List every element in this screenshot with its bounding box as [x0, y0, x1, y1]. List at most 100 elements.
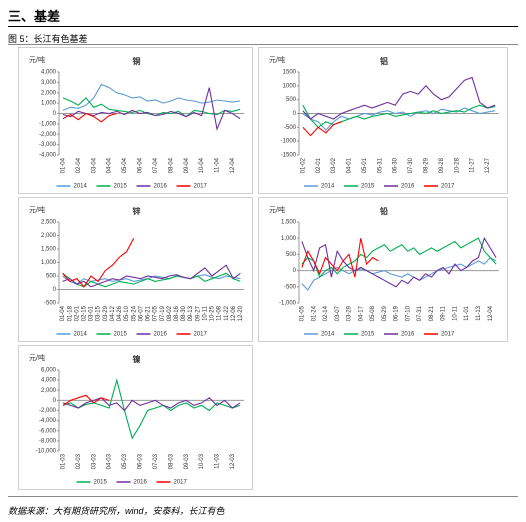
- y-tick-label: 0: [53, 287, 57, 293]
- y-tick-label: 0: [293, 268, 297, 274]
- x-tick-label: 11-22: [224, 305, 230, 321]
- series-line: [62, 264, 241, 288]
- x-tick-label: 09-28: [439, 157, 445, 173]
- x-tick-label: 04-03: [107, 453, 113, 469]
- series-line: [302, 107, 496, 131]
- chart: 铝 元/吨 -1500 -1000 -500 0 500 1000 1500 01-02 02-01…: [258, 47, 508, 194]
- x-tick-label: 07-05: [153, 305, 159, 321]
- chart-title: 铜: [133, 56, 141, 66]
- x-tick-label: 12-04: [230, 157, 236, 173]
- x-tick-label: 06-07: [138, 305, 144, 321]
- chart-title: 锌: [133, 206, 141, 216]
- legend-label: 2017: [194, 184, 208, 190]
- y-tick-label: 3,000: [41, 80, 57, 86]
- y-tick-label: 4,000: [41, 70, 57, 76]
- x-tick-label: 05-10: [124, 305, 130, 321]
- y-tick-label: -3,000: [39, 142, 57, 148]
- legend-label: 2014: [321, 332, 335, 338]
- y-tick-label: -4,000: [39, 153, 57, 159]
- x-tick-label: 11-13: [476, 305, 482, 321]
- y-axis-label: 元/吨: [269, 55, 285, 64]
- x-tick-label: 10-11: [452, 305, 458, 321]
- y-tick-label: -10,000: [36, 449, 57, 455]
- series-line: [62, 272, 241, 288]
- chart: 铅 元/吨 -1,000 -500 0 500 1,000 1,500 01-05 01-24 02…: [258, 197, 508, 342]
- x-tick-label: 07-19: [160, 305, 166, 321]
- legend-label: 2016: [401, 184, 415, 190]
- y-tick-label: 2,000: [41, 90, 57, 96]
- y-tick-label: 1,500: [41, 247, 57, 253]
- x-tick-label: 04-12: [110, 305, 116, 321]
- y-tick-label: 1,000: [281, 236, 297, 242]
- x-tick-label: 01-02: [300, 157, 306, 173]
- y-tick-label: 1,000: [41, 101, 57, 107]
- x-tick-label: 05-01: [362, 157, 368, 173]
- legend-label: 2014: [74, 332, 88, 338]
- x-tick-label: 09-03: [184, 453, 190, 469]
- chart-title: 铝: [380, 56, 388, 66]
- x-tick-label: 11-08: [217, 305, 223, 321]
- x-tick-label: 12-06: [231, 305, 237, 321]
- x-tick-label: 09-27: [195, 305, 201, 321]
- x-tick-label: 09-04: [184, 157, 190, 173]
- series-line: [62, 274, 241, 285]
- x-tick-label: 09-11: [441, 305, 447, 321]
- section-title: 三、基差: [8, 9, 61, 24]
- x-tick-label: 02-15: [81, 305, 87, 321]
- x-tick-label: 08-21: [429, 305, 435, 321]
- y-axis-label: 元/吨: [29, 55, 45, 64]
- figure-title: 图 5：长江有色基差: [8, 34, 88, 44]
- y-tick-label: 1,500: [281, 220, 297, 226]
- y-tick-label: 1000: [283, 83, 297, 89]
- x-tick-label: 01-05: [300, 305, 306, 321]
- x-tick-label: 01-04: [60, 305, 66, 321]
- x-tick-label: 10-25: [210, 305, 216, 321]
- legend-label: 2016: [154, 184, 168, 190]
- x-tick-label: 04-26: [117, 305, 123, 321]
- x-tick-label: 11-04: [215, 157, 221, 173]
- legend-label: 2016: [401, 332, 415, 338]
- x-tick-label: 03-02: [331, 157, 337, 173]
- x-tick-label: 07-31: [417, 305, 423, 321]
- legend-label: 2015: [361, 184, 375, 190]
- series-line: [62, 397, 241, 412]
- x-tick-label: 11-01: [464, 305, 470, 321]
- y-tick-label: 500: [286, 252, 297, 258]
- y-axis-label: 元/吨: [29, 353, 45, 362]
- x-tick-label: 03-15: [96, 305, 102, 321]
- x-tick-label: 01-24: [311, 305, 317, 321]
- x-tick-label: 12-03: [230, 453, 236, 469]
- x-tick-label: 02-14: [323, 305, 329, 321]
- y-tick-label: 0: [293, 111, 297, 117]
- x-tick-label: 12-04: [488, 305, 494, 321]
- x-tick-label: 08-04: [168, 157, 174, 173]
- y-tick-label: -6,000: [39, 428, 57, 434]
- x-tick-label: 05-29: [382, 305, 388, 321]
- x-tick-label: 06-03: [138, 453, 144, 469]
- x-tick-label: 03-07: [335, 305, 341, 321]
- legend-label: 2017: [174, 480, 188, 486]
- x-tick-label: 04-17: [358, 305, 364, 321]
- x-tick-label: 10-03: [199, 453, 205, 469]
- y-tick-label: -8,000: [39, 438, 57, 444]
- legend-label: 2015: [114, 184, 128, 190]
- chart: 铜 元/吨 -4,000 -3,000 -2,000 -1,000 0 1,000 2,000 3…: [18, 47, 253, 194]
- x-tick-label: 05-03: [122, 453, 128, 469]
- series-line: [62, 394, 110, 406]
- y-tick-label: 0: [53, 398, 57, 404]
- x-tick-label: 10-04: [199, 157, 205, 173]
- x-tick-label: 07-30: [408, 157, 414, 173]
- series-line: [301, 256, 497, 291]
- x-tick-label: 03-29: [347, 305, 353, 321]
- x-tick-label: 06-21: [146, 305, 152, 321]
- chart: 镍 元/吨 -10,000 -8,000 -6,000 -4,000 -2,000 0 2,00…: [18, 345, 253, 490]
- y-tick-label: -1000: [281, 139, 297, 145]
- y-tick-label: 500: [286, 97, 297, 103]
- rule: [8, 496, 518, 497]
- x-tick-label: 03-29: [103, 305, 109, 321]
- chart: 锌 元/吨 -500 0 500 1,000 1,500 2,000 2,500 01-04 01-…: [18, 197, 253, 342]
- legend-label: 2015: [114, 332, 128, 338]
- x-tick-label: 02-04: [76, 157, 82, 173]
- y-tick-label: 500: [46, 274, 57, 280]
- x-tick-label: 06-19: [394, 305, 400, 321]
